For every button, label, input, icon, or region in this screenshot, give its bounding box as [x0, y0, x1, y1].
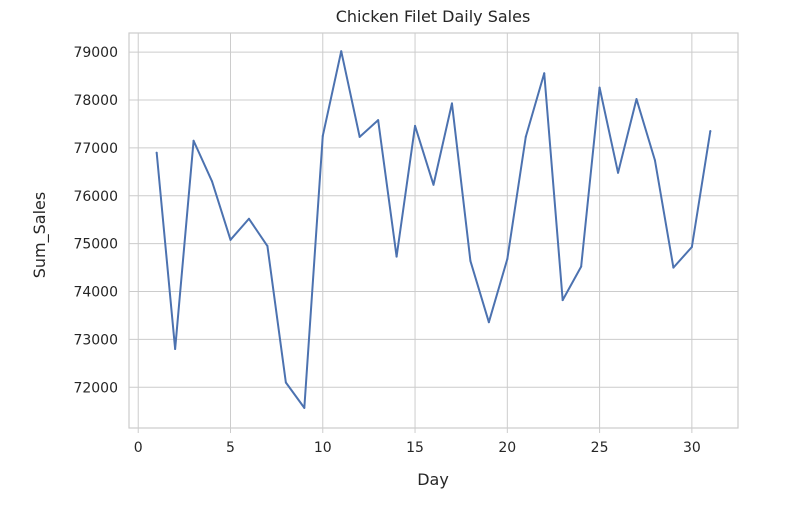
axis-ticks: 0 5 10 15 20 25 30 72000 73000 74000 75000 76000 770…	[73, 45, 700, 456]
y-tick-label: 77000	[73, 141, 118, 157]
y-tick-label: 72000	[73, 380, 118, 396]
y-tick-label: 78000	[73, 93, 118, 109]
y-tick-label: 75000	[73, 237, 118, 253]
y-tick-label: 74000	[73, 285, 118, 301]
data-point	[487, 321, 490, 324]
data-point	[247, 217, 250, 220]
data-point	[174, 348, 177, 350]
data-point	[543, 72, 546, 75]
data-point	[321, 134, 324, 137]
x-tick-label: 25	[591, 440, 609, 456]
y-tick-label: 76000	[73, 189, 118, 205]
series-line	[155, 50, 712, 409]
y-tick-label: 73000	[73, 332, 118, 348]
y-axis-label: Sum_Sales	[30, 192, 50, 278]
data-point	[414, 124, 417, 127]
x-tick-label: 30	[683, 440, 701, 456]
data-point	[709, 130, 712, 133]
data-point	[635, 98, 638, 101]
data-point	[211, 180, 214, 183]
plot-frame	[128, 32, 739, 429]
x-axis-label: Day	[417, 470, 449, 489]
data-point	[192, 139, 195, 142]
data-point	[432, 183, 435, 186]
data-point	[377, 119, 380, 122]
x-tick-label: 10	[314, 440, 332, 456]
data-point	[690, 246, 693, 249]
x-tick-label: 5	[226, 440, 235, 456]
data-point	[229, 238, 232, 241]
data-point	[155, 151, 158, 154]
x-tick-label: 15	[406, 440, 424, 456]
data-point	[340, 50, 343, 53]
data-point	[469, 259, 472, 262]
y-tick-label: 79000	[73, 45, 118, 61]
data-point	[395, 255, 398, 258]
data-point	[524, 135, 527, 138]
data-point	[506, 257, 509, 260]
data-point	[617, 171, 620, 174]
data-point	[598, 86, 601, 89]
data-point	[358, 135, 361, 138]
x-tick-label: 20	[498, 440, 516, 456]
x-tick-label: 0	[134, 440, 143, 456]
data-point	[303, 406, 306, 409]
data-point	[580, 265, 583, 268]
grid	[129, 33, 738, 428]
data-point	[653, 159, 656, 162]
data-point	[450, 102, 453, 105]
data-point	[561, 299, 564, 302]
data-point	[284, 381, 287, 384]
data-point	[266, 245, 269, 248]
data-point	[672, 266, 675, 269]
chart-title: Chicken Filet Daily Sales	[336, 7, 531, 26]
series-layer	[155, 50, 712, 409]
